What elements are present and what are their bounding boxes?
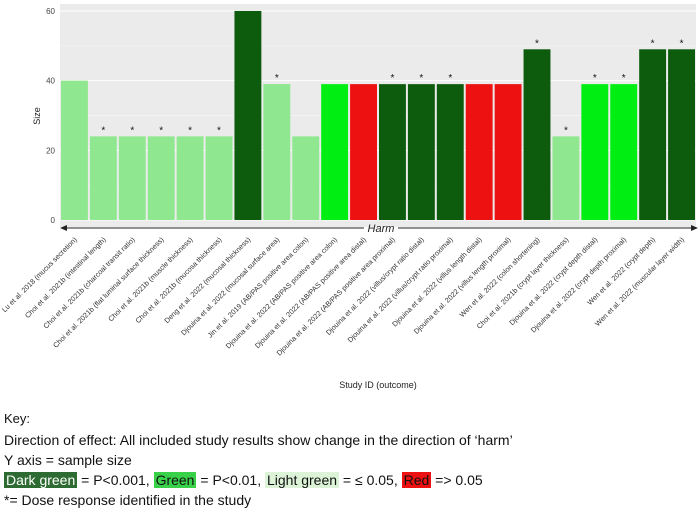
dose-response-marker: * bbox=[593, 73, 597, 84]
bar bbox=[668, 49, 695, 221]
bar bbox=[263, 84, 291, 221]
y-axis-label: Size bbox=[32, 107, 42, 125]
y-tick-label: 40 bbox=[46, 77, 55, 86]
bar bbox=[176, 136, 204, 220]
dose-response-marker: * bbox=[159, 125, 163, 136]
bar bbox=[61, 80, 88, 220]
bar bbox=[321, 84, 349, 221]
legend-dark-green-desc: = P<0.001, bbox=[77, 472, 154, 488]
dose-response-marker: * bbox=[535, 38, 539, 49]
dose-response-marker: * bbox=[188, 125, 192, 136]
dose-response-marker: * bbox=[130, 125, 134, 136]
legend-light-green-desc: = ≤ 0.05, bbox=[339, 472, 402, 488]
bar bbox=[494, 84, 522, 221]
bar bbox=[379, 84, 406, 221]
key-significance-legend: Dark green = P<0.001, Green = P<0.01, Li… bbox=[4, 470, 694, 490]
bar bbox=[89, 136, 117, 220]
bar bbox=[205, 136, 233, 220]
dose-response-marker: * bbox=[275, 73, 279, 84]
legend-green-desc: = P<0.01, bbox=[196, 472, 265, 488]
bar bbox=[292, 136, 320, 220]
x-tick-label: Choi et al. 2021b (flat luminal surface … bbox=[51, 235, 166, 350]
harm-label: Harm bbox=[368, 223, 395, 235]
legend-light-green: Light green bbox=[264, 472, 340, 488]
dose-response-marker: * bbox=[651, 38, 655, 49]
bar-chart: * * * * * * * * * * * * * * * 0 20 40 60 Lu et al. 2018 (… bbox=[0, 4, 698, 390]
bar bbox=[639, 49, 667, 221]
key-title: Key: bbox=[4, 411, 31, 426]
harm-band: Harm bbox=[60, 223, 698, 235]
x-axis-label: Study ID (outcome) bbox=[339, 380, 417, 390]
y-ticks-group: 0 20 40 60 bbox=[46, 7, 55, 225]
key-y-axis-note: Y axis = sample size bbox=[4, 452, 132, 468]
y-tick-label: 0 bbox=[51, 216, 56, 225]
bar bbox=[407, 84, 435, 221]
dose-response-marker: * bbox=[101, 125, 105, 136]
legend-red-desc: => 0.05 bbox=[431, 472, 483, 488]
legend-green: Green bbox=[153, 472, 197, 488]
x-tick-label: Djouina et al. 2022 (villus/crypt ratio … bbox=[345, 235, 454, 344]
bar bbox=[465, 84, 493, 221]
dose-response-marker: * bbox=[564, 125, 568, 136]
dose-response-marker: * bbox=[419, 73, 423, 84]
harm-arrow-left-icon bbox=[60, 225, 67, 231]
bar bbox=[234, 10, 262, 220]
legend-red: Red bbox=[401, 472, 432, 488]
bar bbox=[581, 84, 609, 221]
bar bbox=[552, 136, 580, 220]
bar bbox=[436, 84, 464, 221]
key-direction: Direction of effect: All included study … bbox=[4, 432, 513, 448]
y-tick-label: 20 bbox=[46, 146, 55, 155]
dose-markers-group: * * * * * * * * * * * * * * * bbox=[101, 38, 683, 136]
bars-group bbox=[61, 10, 695, 221]
harm-arrow-right-icon bbox=[691, 225, 698, 231]
key-block: Key: Direction of effect: All included s… bbox=[4, 408, 694, 510]
dose-response-marker: * bbox=[217, 125, 221, 136]
legend-dark-green: Dark green bbox=[4, 472, 78, 488]
dose-response-marker: * bbox=[448, 73, 452, 84]
key-dose-note: *= Dose response identified in the study bbox=[4, 492, 252, 508]
bar bbox=[523, 49, 551, 221]
bar bbox=[118, 136, 146, 220]
x-ticks-group: Lu et al. 2018 (mucus secretion)Choi et … bbox=[0, 235, 686, 357]
dose-response-marker: * bbox=[680, 38, 684, 49]
bar bbox=[610, 84, 638, 221]
bar bbox=[147, 136, 175, 220]
dose-response-marker: * bbox=[391, 73, 395, 84]
dose-response-marker: * bbox=[622, 73, 626, 84]
bar bbox=[350, 84, 377, 221]
y-tick-label: 60 bbox=[46, 7, 55, 16]
